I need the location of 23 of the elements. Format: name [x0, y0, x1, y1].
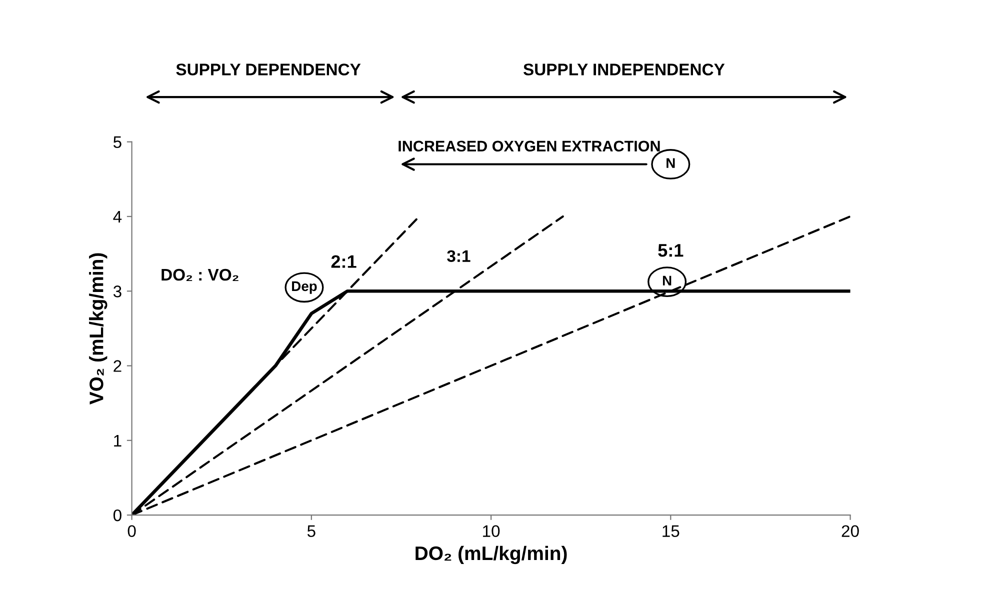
y-tick-label: 4 — [113, 211, 122, 223]
annotation: N — [662, 276, 672, 286]
annotation: N — [666, 158, 675, 168]
x-tick-label: 5 — [307, 525, 316, 538]
y-tick-label: 0 — [113, 509, 122, 522]
text: SUPPLY INDEPENDENCY — [523, 64, 725, 76]
text: SUPPLY DEPENDENCY — [176, 64, 361, 76]
y-tick-label: 1 — [114, 434, 122, 446]
x-tick-label: 20 — [842, 525, 859, 538]
annotation: INCREASED OXYGEN EXTRACTION — [398, 140, 660, 152]
y-tick-label: 3 — [113, 286, 122, 298]
annotation: 3:1 — [447, 250, 470, 262]
x-tick-label: 15 — [662, 525, 680, 538]
y-tick-label: 2 — [114, 360, 122, 372]
annotation: Dep — [292, 281, 317, 294]
annotation: DO₂ : VO₂ — [162, 268, 238, 282]
annotation: 5:1 — [658, 244, 684, 257]
x-tick-label: 0 — [128, 525, 136, 538]
y-axis-title: VO₂ (mL/kg/min) — [89, 253, 108, 404]
y-tick-label: 5 — [113, 136, 122, 148]
x-axis-title: DO₂ (mL/kg/min) — [416, 546, 567, 564]
x-tick-label: 10 — [483, 525, 500, 538]
annotation: 2:1 — [331, 255, 356, 268]
